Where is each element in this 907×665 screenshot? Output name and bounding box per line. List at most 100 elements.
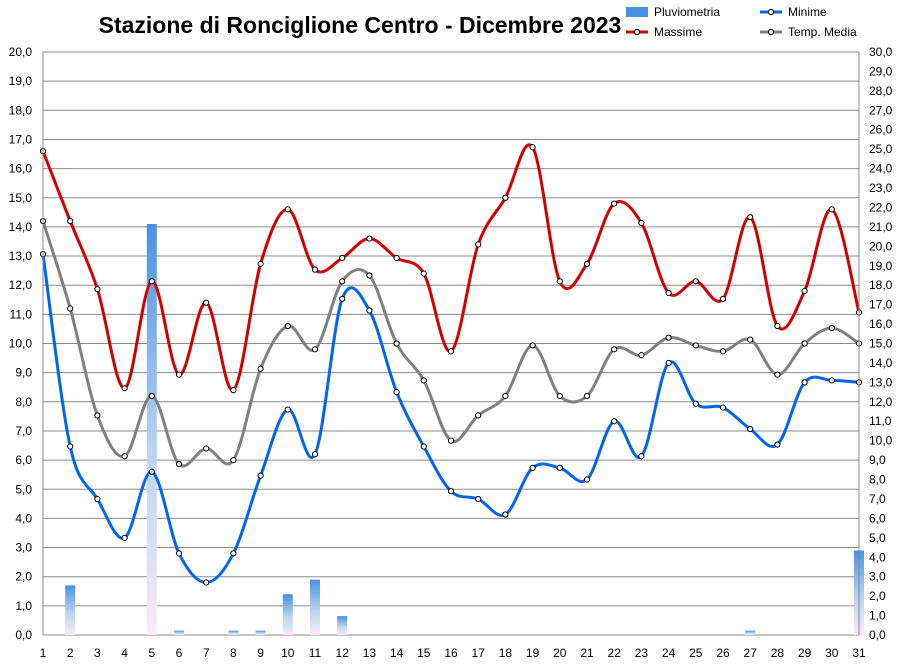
data-point bbox=[475, 412, 482, 419]
y-left-tick-label: 17,0 bbox=[9, 132, 33, 146]
data-point bbox=[284, 206, 291, 213]
data-point bbox=[801, 340, 808, 347]
data-point bbox=[529, 342, 536, 349]
bar bbox=[65, 585, 76, 635]
y-right-tick-label: 21,0 bbox=[869, 220, 893, 234]
y-right-tick-label: 1,0 bbox=[869, 609, 886, 623]
y-right-tick-label: 14,0 bbox=[869, 356, 893, 370]
x-tick-label: 10 bbox=[281, 646, 295, 660]
series-line bbox=[41, 220, 860, 468]
x-tick-label: 8 bbox=[230, 646, 237, 660]
legend-label: Massime bbox=[654, 25, 702, 39]
y-left-tick-label: 4,0 bbox=[15, 511, 32, 525]
y-left-tick-label: 1,0 bbox=[15, 599, 32, 613]
data-point bbox=[638, 453, 645, 460]
x-tick-label: 6 bbox=[176, 646, 183, 660]
legend-marker bbox=[767, 28, 775, 36]
x-tick-label: 31 bbox=[852, 646, 866, 660]
y-left-tick-label: 15,0 bbox=[9, 191, 33, 205]
legend-label: Minime bbox=[788, 5, 827, 19]
data-point bbox=[774, 441, 781, 448]
data-point bbox=[447, 437, 455, 444]
y-left-tick-label: 10,0 bbox=[9, 337, 33, 351]
y-right-tick-label: 10,0 bbox=[869, 434, 893, 448]
x-tick-label: 1 bbox=[40, 646, 47, 660]
y-right-tick-label: 22,0 bbox=[869, 200, 893, 214]
y-right-tick-label: 19,0 bbox=[869, 259, 893, 273]
data-point bbox=[230, 550, 237, 557]
data-point bbox=[121, 385, 128, 392]
data-point bbox=[556, 392, 563, 400]
x-tick-label: 5 bbox=[148, 646, 155, 660]
data-point bbox=[420, 443, 427, 450]
y-left-tick-label: 19,0 bbox=[9, 74, 33, 88]
legend: Pluviometria Minime Massime Temp. Media bbox=[626, 5, 857, 39]
x-tick-label: 29 bbox=[798, 646, 812, 660]
data-point bbox=[203, 445, 210, 452]
data-point bbox=[502, 194, 509, 201]
data-point bbox=[665, 289, 672, 297]
data-point bbox=[719, 295, 727, 302]
data-point bbox=[94, 495, 101, 503]
y-right-tick-label: 26,0 bbox=[869, 123, 893, 137]
y-right-tick-label: 15,0 bbox=[869, 337, 893, 351]
data-point bbox=[502, 511, 509, 518]
data-point bbox=[175, 550, 183, 557]
y-left-tick-label: 8,0 bbox=[15, 395, 32, 409]
x-tick-label: 4 bbox=[121, 646, 128, 660]
x-tick-label: 22 bbox=[608, 646, 622, 660]
x-tick-label: 19 bbox=[526, 646, 540, 660]
data-point bbox=[828, 206, 835, 213]
y-left-tick-label: 14,0 bbox=[9, 220, 33, 234]
data-point bbox=[447, 348, 455, 355]
y-right-tick-label: 4,0 bbox=[869, 550, 886, 564]
data-point bbox=[638, 219, 645, 227]
data-point bbox=[311, 451, 319, 458]
data-point bbox=[583, 260, 591, 267]
y-right-tick-label: 13,0 bbox=[869, 375, 893, 389]
data-point bbox=[230, 387, 237, 394]
data-point bbox=[611, 418, 618, 425]
x-tick-label: 27 bbox=[744, 646, 758, 660]
x-tick-label: 12 bbox=[336, 646, 350, 660]
y-right-tick-label: 30,0 bbox=[869, 45, 893, 59]
data-point bbox=[393, 388, 400, 396]
y-left-tick-label: 3,0 bbox=[15, 541, 32, 555]
data-point bbox=[774, 322, 781, 330]
data-point bbox=[175, 460, 183, 468]
x-tick-label: 23 bbox=[635, 646, 649, 660]
bar bbox=[228, 630, 239, 635]
y-left-tick-label: 0,0 bbox=[15, 628, 32, 642]
bar bbox=[310, 579, 320, 635]
y-right-tick-label: 12,0 bbox=[869, 395, 893, 409]
data-point bbox=[339, 278, 346, 285]
x-tick-label: 3 bbox=[94, 646, 101, 660]
data-point bbox=[121, 453, 128, 460]
x-tick-label: 15 bbox=[417, 646, 431, 660]
y-left-tick-label: 13,0 bbox=[9, 249, 33, 263]
y-right-tick-label: 8,0 bbox=[869, 473, 886, 487]
x-tick-label: 21 bbox=[580, 646, 594, 660]
y-right-tick-label: 0,0 bbox=[869, 628, 886, 642]
data-point bbox=[366, 272, 373, 279]
data-point bbox=[529, 144, 536, 151]
bar bbox=[174, 630, 184, 635]
data-point bbox=[67, 443, 74, 450]
data-point bbox=[665, 334, 672, 341]
data-point bbox=[556, 464, 563, 471]
data-point bbox=[556, 278, 563, 285]
data-point bbox=[747, 336, 754, 343]
legend-label: Temp. Media bbox=[788, 25, 857, 39]
y-right-tick-label: 25,0 bbox=[869, 142, 893, 156]
legend-label: Pluviometria bbox=[654, 5, 720, 19]
x-tick-label: 2 bbox=[67, 646, 74, 660]
x-tick-label: 9 bbox=[257, 646, 264, 660]
y-right-tick-label: 20,0 bbox=[869, 239, 893, 253]
data-point bbox=[502, 392, 509, 400]
data-point bbox=[747, 214, 754, 221]
y-left-tick-label: 11,0 bbox=[10, 307, 33, 321]
y-left-tick-label: 9,0 bbox=[15, 366, 32, 380]
data-point bbox=[393, 254, 400, 262]
x-tick-label: 24 bbox=[662, 646, 676, 660]
